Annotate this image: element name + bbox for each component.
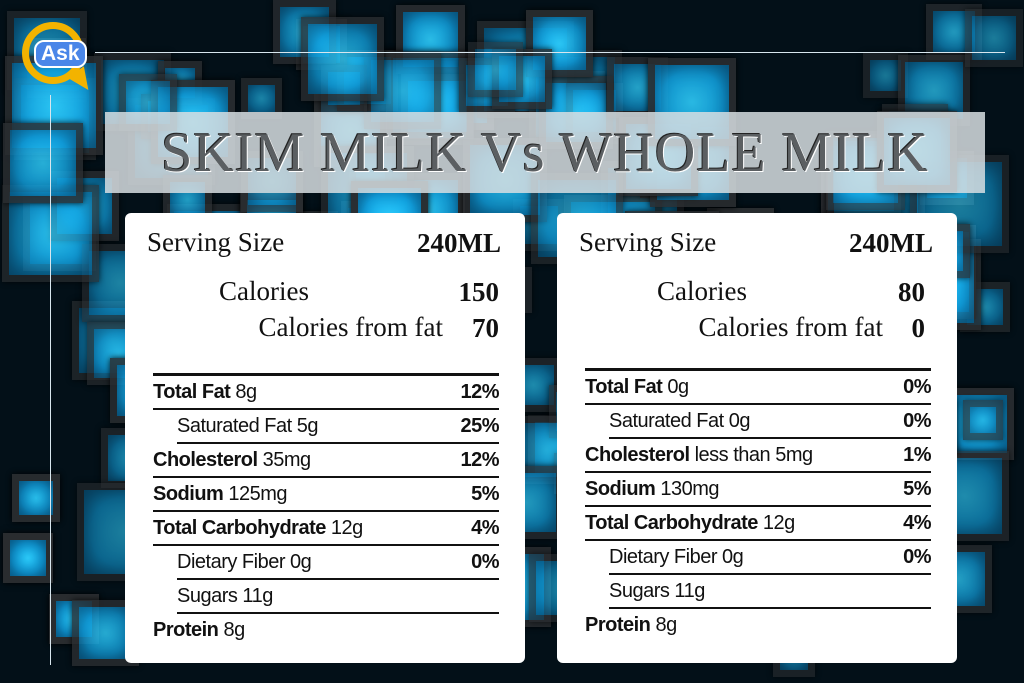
calories-from-fat-label: Calories from fat	[258, 312, 443, 342]
nutrient-row: Total Fat 0g 0%	[585, 371, 931, 405]
nutrient-amount: Dietary Fiber 0g	[609, 545, 744, 568]
nutrient-row: Saturated Fat 5g 25%	[177, 410, 499, 444]
nutrient-row: Protein 8g	[585, 609, 931, 641]
nutrient-amount: 0g	[662, 375, 689, 398]
nutrient-name: Total Carbohydrate 12g	[585, 512, 795, 535]
nutrition-facts-table: Total Fat 8g 12% Saturated Fat 5g 25% Ch…	[153, 373, 499, 646]
nutrient-row: Sodium 130mg 5%	[585, 473, 931, 507]
nutrient-label: Sodium	[153, 482, 224, 505]
nutrient-amount: less than 5mg	[689, 443, 814, 466]
nutrient-row: Dietary Fiber 0g 0%	[177, 546, 499, 580]
nutrient-row: Dietary Fiber 0g 0%	[609, 541, 931, 575]
nutrient-amount: 8g	[230, 380, 257, 403]
background-square	[468, 41, 523, 97]
nutrient-name: Saturated Fat 0g	[609, 410, 750, 433]
nutrient-label: Total Carbohydrate	[153, 516, 326, 539]
nutrient-name: Sodium 125mg	[153, 482, 288, 506]
nutrient-row: Cholesterol 35mg 12%	[153, 444, 499, 478]
daily-value: 5%	[903, 477, 931, 500]
divider-line	[95, 52, 1005, 53]
nutrient-row: Saturated Fat 0g 0%	[609, 405, 931, 439]
calories-from-fat-label: Calories from fat	[698, 312, 883, 342]
nutrient-name: Saturated Fat 5g	[177, 415, 318, 438]
serving-size-value: 240ML	[849, 228, 933, 258]
nutrient-name: Sugars 11g	[609, 580, 705, 603]
calories-from-fat-value: 0	[911, 313, 926, 343]
nutrient-row: Cholesterol less than 5mg 1%	[585, 439, 931, 473]
nutrient-label: Sodium	[585, 477, 656, 500]
title-banner: SKIM MILK Vs WHOLE MILK	[105, 112, 985, 193]
nutrient-label: Total Fat	[585, 375, 663, 398]
daily-value: 0%	[903, 545, 931, 568]
nutrient-amount: Saturated Fat 5g	[177, 414, 318, 437]
nutrient-amount: 8g	[650, 613, 677, 636]
calories-value: 150	[458, 277, 500, 307]
calories-value: 80	[898, 277, 925, 307]
nutrient-name: Dietary Fiber 0g	[609, 545, 744, 569]
nutrient-label: Total Carbohydrate	[585, 511, 758, 534]
background-square	[12, 473, 61, 522]
nutrient-row: Total Carbohydrate 12g 4%	[585, 507, 931, 541]
daily-value: 12%	[460, 380, 499, 403]
serving-size-label: Serving Size	[147, 227, 285, 257]
daily-value: 5%	[471, 482, 499, 505]
nutrient-name: Total Fat 0g	[585, 376, 689, 399]
daily-value: 4%	[903, 511, 931, 534]
daily-value: 12%	[460, 448, 499, 471]
calories-label: Calories	[657, 276, 747, 306]
daily-value: 0%	[471, 550, 499, 573]
nutrient-label: Cholesterol	[153, 448, 258, 471]
nutrient-amount: Sugars 11g	[609, 579, 705, 602]
nutrient-name: Protein 8g	[585, 614, 677, 637]
nutrient-name: Protein 8g	[153, 619, 245, 642]
nutrient-name: Cholesterol 35mg	[153, 449, 311, 472]
nutrient-row: Total Carbohydrate 12g 4%	[153, 512, 499, 546]
nutrient-amount: 35mg	[257, 448, 312, 471]
nutrition-panel: Serving Size 240ML Calories 150 Calories…	[125, 213, 525, 663]
daily-value: 0%	[903, 375, 931, 398]
nutrient-name: Dietary Fiber 0g	[177, 550, 312, 574]
page-title: SKIM MILK Vs WHOLE MILK	[161, 121, 929, 184]
nutrient-amount: 130mg	[655, 477, 720, 500]
nutrient-amount: 12g	[757, 511, 795, 534]
nutrition-facts-table: Total Fat 0g 0% Saturated Fat 0g 0% Chol…	[585, 368, 931, 641]
nutrient-amount: 125mg	[223, 482, 288, 505]
daily-value: 0%	[903, 409, 931, 432]
nutrient-amount: Saturated Fat 0g	[609, 409, 750, 432]
daily-value: 4%	[471, 516, 499, 539]
daily-value: 1%	[903, 443, 931, 466]
nutrient-name: Total Carbohydrate 12g	[153, 517, 363, 540]
background-square	[2, 122, 83, 203]
nutrient-name: Cholesterol less than 5mg	[585, 444, 813, 467]
background-square	[300, 17, 385, 101]
nutrient-row: Sugars 11g	[609, 575, 931, 609]
nutrient-amount: 8g	[218, 618, 245, 641]
nutrition-panel: Serving Size 240ML Calories 80 Calories …	[557, 213, 957, 663]
serving-size-label: Serving Size	[579, 227, 717, 257]
nutrient-amount: 12g	[325, 516, 363, 539]
nutrient-label: Protein	[153, 618, 219, 641]
divider-line	[50, 95, 51, 665]
nutrient-label: Cholesterol	[585, 443, 690, 466]
background-square	[962, 400, 1003, 441]
calories-label: Calories	[219, 276, 309, 306]
nutrient-name: Sodium 130mg	[585, 477, 720, 501]
background-square	[2, 532, 53, 583]
nutrient-row: Sugars 11g	[177, 580, 499, 614]
serving-size-value: 240ML	[417, 228, 501, 258]
calories-from-fat-value: 70	[472, 313, 499, 343]
background-square	[964, 8, 1023, 67]
nutrient-name: Total Fat 8g	[153, 381, 257, 404]
nutrient-label: Protein	[585, 613, 651, 636]
nutrient-amount: Dietary Fiber 0g	[177, 550, 312, 573]
logo-text: Ask	[34, 40, 87, 68]
nutrient-name: Sugars 11g	[177, 585, 273, 608]
nutrient-row: Sodium 125mg 5%	[153, 478, 499, 512]
nutrient-row: Total Fat 8g 12%	[153, 376, 499, 410]
nutrient-amount: Sugars 11g	[177, 584, 273, 607]
nutrient-row: Protein 8g	[153, 614, 499, 646]
nutrient-label: Total Fat	[153, 380, 231, 403]
daily-value: 25%	[460, 414, 499, 437]
